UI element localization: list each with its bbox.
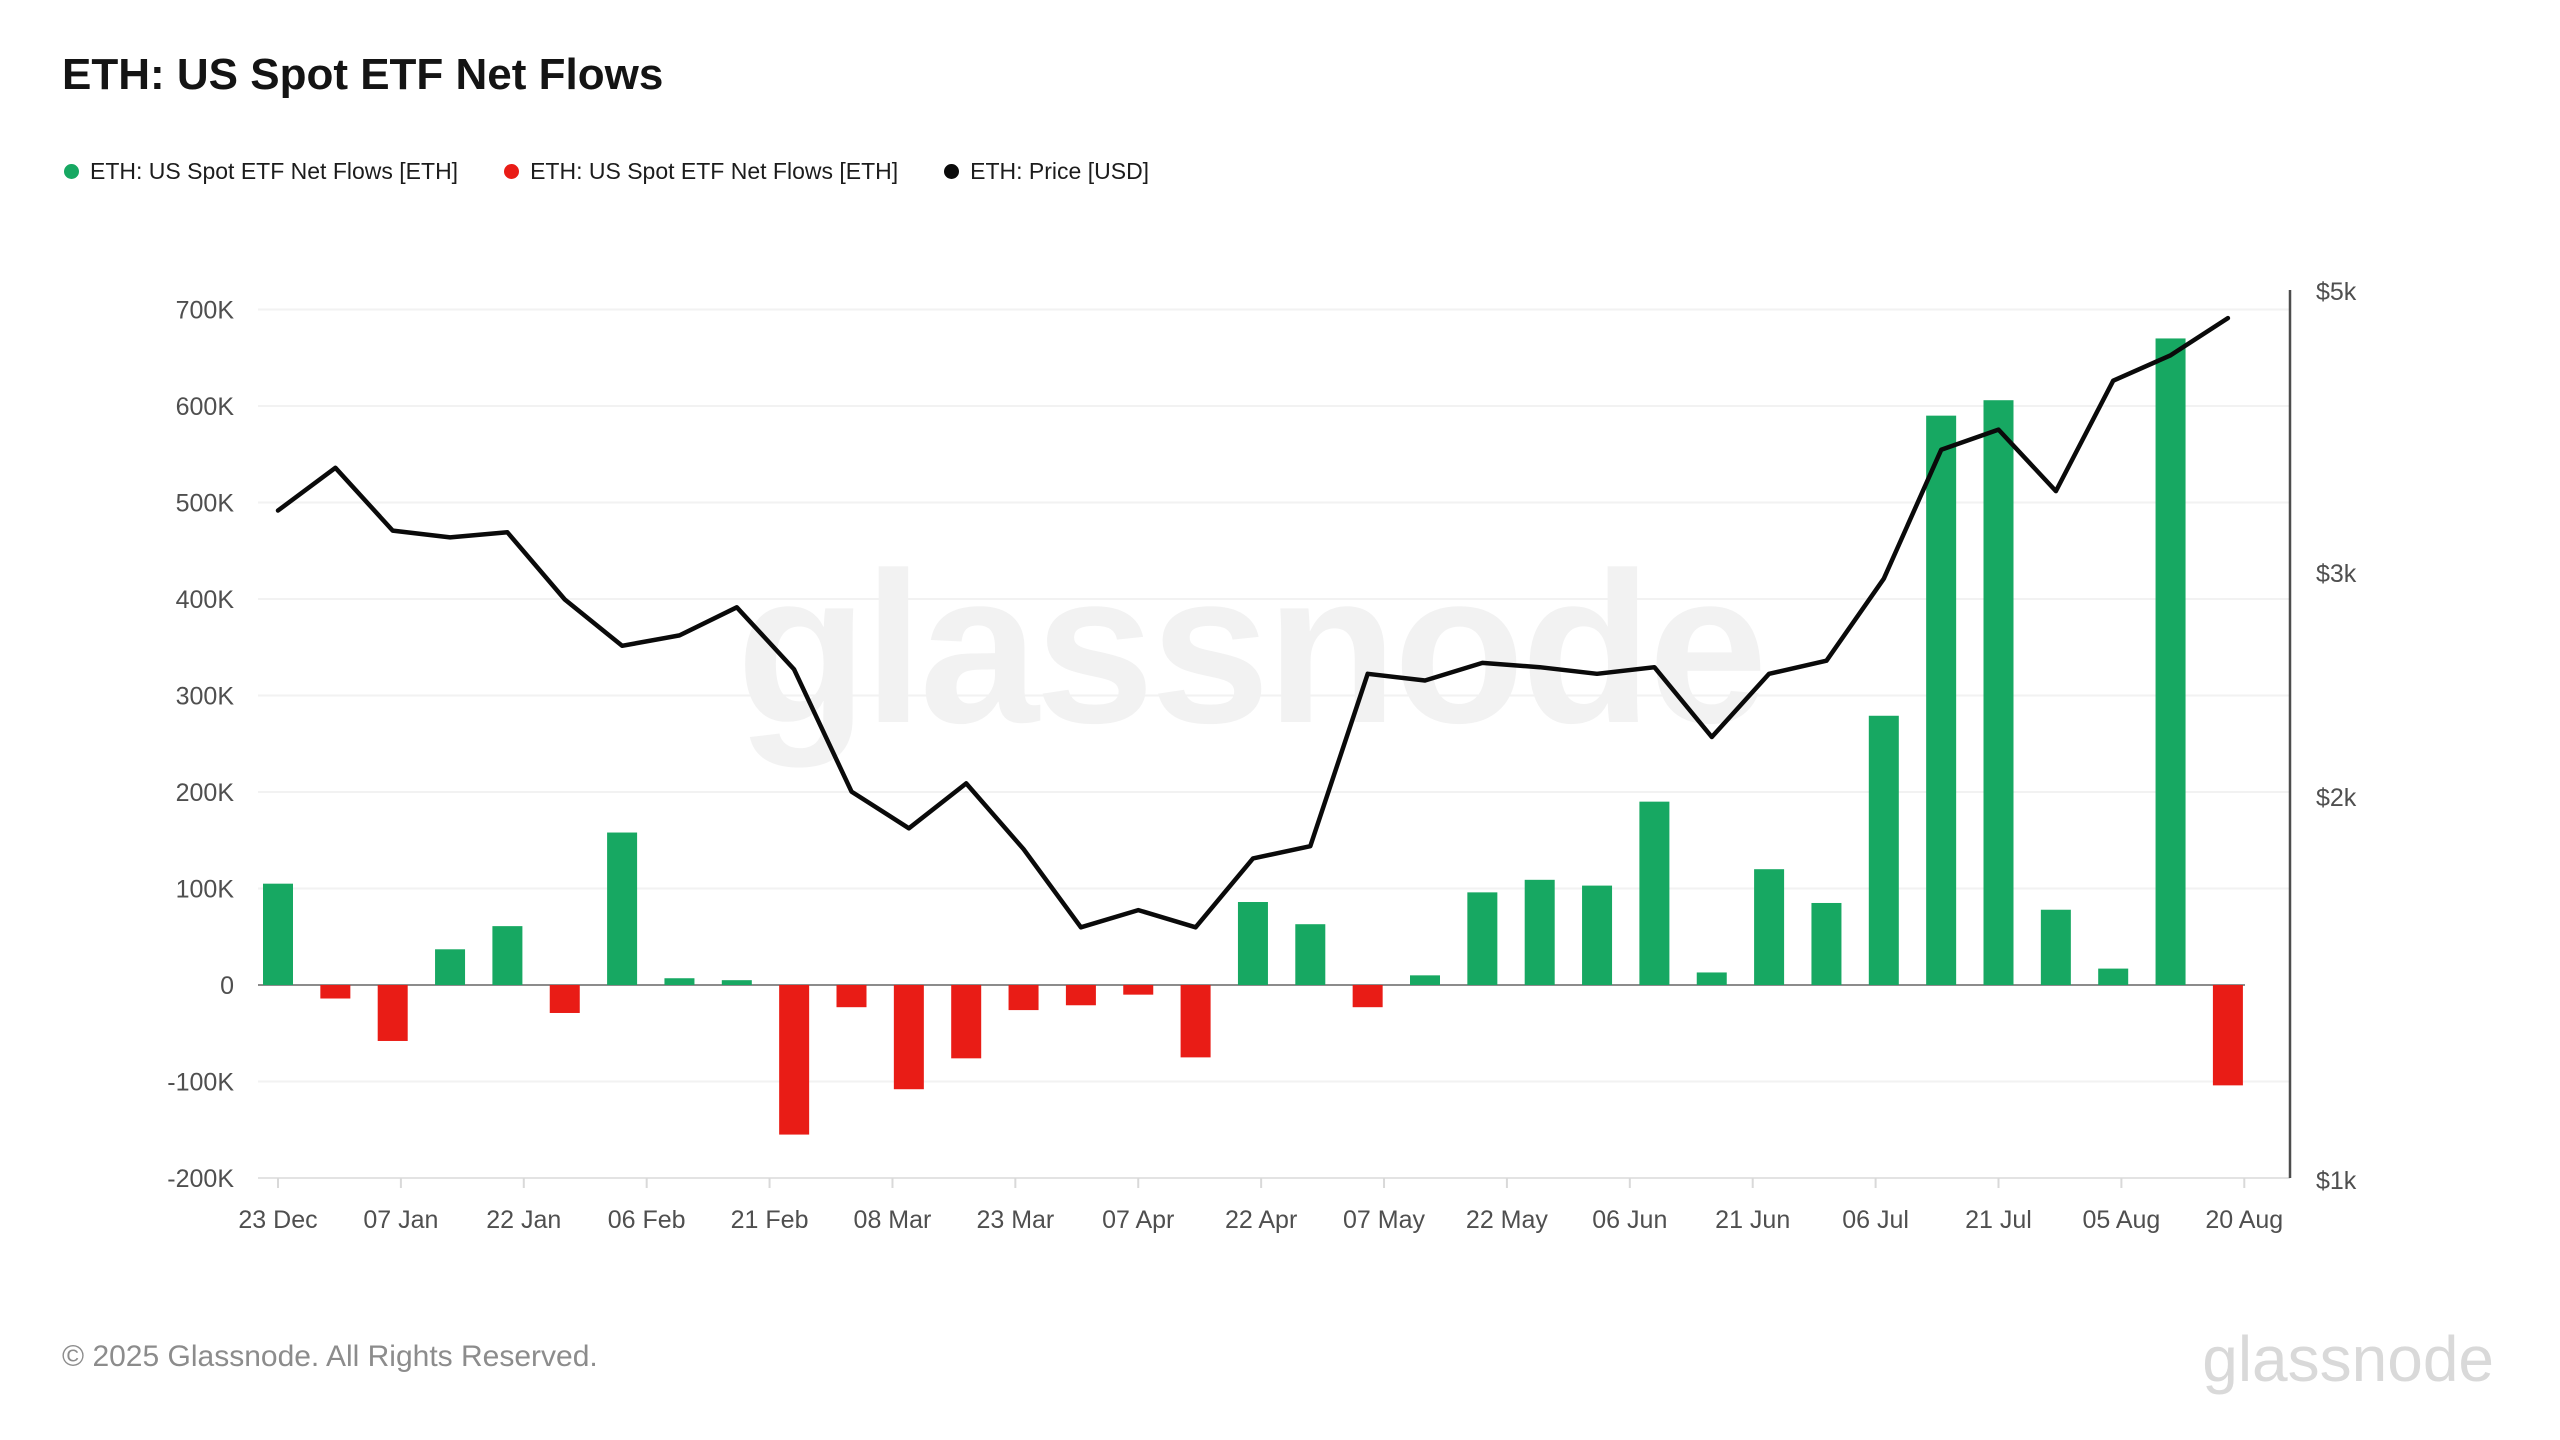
left-axis-tick-label: 200K [176, 779, 235, 807]
netflow-bar-positive[interactable] [1811, 902, 1842, 985]
legend-item-netflow-negative[interactable]: ETH: US Spot ETF Net Flows [ETH] [504, 158, 898, 185]
netflow-bar-negative[interactable] [1180, 985, 1211, 1058]
glassnode-logo: glassnode [2202, 1323, 2494, 1395]
x-axis-tick-label: 22 Apr [1225, 1206, 1297, 1234]
netflow-bar-positive[interactable] [1926, 415, 1957, 985]
netflow-bar-positive[interactable] [1696, 972, 1727, 985]
netflow-bar-positive[interactable] [664, 978, 695, 985]
netflow-bar-positive[interactable] [2040, 909, 2071, 985]
netflow-bar-negative[interactable] [1352, 985, 1383, 1008]
left-axis-tick-label: -100K [167, 1069, 234, 1097]
netflow-bar-positive[interactable] [1237, 902, 1268, 985]
netflow-bar-positive[interactable] [1467, 892, 1498, 985]
legend-dot-red-icon [504, 164, 520, 179]
left-axis-tick-label: 400K [176, 586, 235, 614]
legend-label: ETH: US Spot ETF Net Flows [ETH] [530, 158, 899, 184]
legend-item-price[interactable]: ETH: Price [USD] [944, 158, 1149, 185]
netflow-bar-negative[interactable] [836, 985, 867, 1008]
netflow-bar-negative[interactable] [2212, 985, 2243, 1086]
left-axis-tick-label: 300K [176, 683, 235, 711]
right-axis-tick-label: $2k [2316, 784, 2357, 812]
x-axis-tick-label: 07 May [1343, 1206, 1425, 1234]
netflow-bar-positive[interactable] [1524, 879, 1555, 985]
netflow-bar-positive[interactable] [1295, 924, 1326, 985]
x-axis-tick-label: 08 Mar [854, 1206, 932, 1234]
netflow-bar-negative[interactable] [951, 985, 982, 1059]
netflow-bar-negative[interactable] [320, 985, 351, 999]
left-axis-tick-label: 600K [176, 393, 235, 421]
left-axis-tick-label: 700K [176, 297, 235, 325]
netflow-bar-positive[interactable] [492, 926, 523, 985]
left-axis-tick-label: -200K [167, 1165, 234, 1193]
netflow-bar-negative[interactable] [779, 985, 810, 1135]
netflow-bar-positive[interactable] [2155, 338, 2186, 985]
netflow-bar-positive[interactable] [435, 949, 466, 985]
legend-item-netflow-positive[interactable]: ETH: US Spot ETF Net Flows [ETH] [64, 158, 458, 185]
x-axis-tick-label: 21 Jul [1965, 1206, 2032, 1234]
netflow-bar-positive[interactable] [1868, 715, 1899, 985]
x-axis-tick-label: 22 Jan [486, 1206, 561, 1234]
left-axis-tick-label: 0 [220, 972, 234, 1000]
netflow-bar-negative[interactable] [893, 985, 924, 1090]
left-axis-tick-label: 500K [176, 490, 235, 518]
netflow-bar-negative[interactable] [377, 985, 408, 1041]
price-line[interactable] [275, 315, 2231, 930]
netflow-bar-negative[interactable] [1008, 985, 1039, 1011]
netflow-bar-negative[interactable] [549, 985, 580, 1013]
x-axis-tick-label: 21 Jun [1715, 1206, 1790, 1234]
legend-label: ETH: Price [USD] [970, 158, 1150, 184]
x-axis-tick-label: 23 Dec [238, 1206, 317, 1234]
x-axis-tick-label: 21 Feb [731, 1206, 809, 1234]
x-axis-tick-label: 07 Apr [1102, 1206, 1174, 1234]
right-axis-tick-label: $5k [2316, 278, 2357, 306]
legend-dot-black-icon [944, 164, 960, 179]
x-axis-tick-label: 20 Aug [2205, 1206, 2283, 1234]
netflow-bar-positive[interactable] [607, 832, 638, 985]
netflow-bar-positive[interactable] [1410, 975, 1440, 985]
x-axis-tick-label: 05 Aug [2082, 1206, 2160, 1234]
netflow-bar-positive[interactable] [721, 980, 752, 985]
netflow-bar-negative[interactable] [1123, 985, 1154, 995]
netflow-bar-positive[interactable] [1582, 885, 1613, 985]
netflow-bar-positive[interactable] [1983, 400, 2014, 986]
netflow-bar-positive[interactable] [2098, 968, 2129, 985]
netflow-bar-positive[interactable] [263, 883, 293, 985]
legend-dot-green-icon [64, 164, 79, 179]
netflow-bar-positive[interactable] [1639, 801, 1670, 985]
x-axis-tick-label: 06 Jun [1592, 1206, 1667, 1234]
x-axis-tick-label: 06 Jul [1842, 1206, 1909, 1234]
left-axis-tick-label: 100K [176, 876, 235, 904]
x-axis-tick-label: 23 Mar [976, 1206, 1054, 1234]
x-axis-tick-label: 07 Jan [363, 1206, 438, 1234]
copyright-text: © 2025 Glassnode. All Rights Reserved. [62, 1340, 598, 1373]
x-axis-tick-label: 06 Feb [608, 1206, 686, 1234]
page-title: ETH: US Spot ETF Net Flows [62, 50, 664, 99]
legend-label: ETH: US Spot ETF Net Flows [ETH] [90, 158, 459, 184]
netflow-bar-positive[interactable] [1754, 869, 1785, 985]
legend: ETH: US Spot ETF Net Flows [ETH] ETH: US… [64, 158, 1149, 185]
right-axis-tick-label: $3k [2316, 560, 2357, 588]
netflow-bar-negative[interactable] [1065, 985, 1096, 1006]
right-axis-tick-label: $1k [2316, 1167, 2357, 1195]
x-axis-tick-label: 22 May [1466, 1206, 1548, 1234]
